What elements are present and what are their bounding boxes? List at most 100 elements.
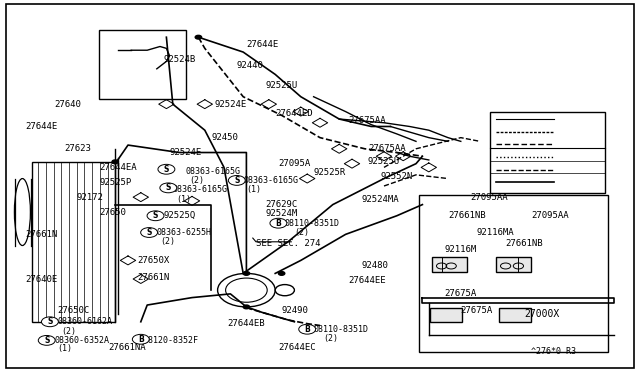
Circle shape xyxy=(112,160,118,164)
Text: 27644E: 27644E xyxy=(246,40,278,49)
Text: 92172: 92172 xyxy=(77,193,104,202)
Text: 27661NA: 27661NA xyxy=(109,343,147,352)
Text: 27644EB: 27644EB xyxy=(227,319,265,328)
Text: S: S xyxy=(234,176,239,185)
Bar xyxy=(99,30,186,99)
Text: 92524E: 92524E xyxy=(214,100,246,109)
Text: (1): (1) xyxy=(58,344,72,353)
Text: 08110-8351D: 08110-8351D xyxy=(285,219,340,228)
Text: S: S xyxy=(153,211,158,220)
Bar xyxy=(32,162,115,322)
Text: S: S xyxy=(164,165,169,174)
Text: 92116M: 92116M xyxy=(445,245,477,254)
Text: 92552N: 92552N xyxy=(381,172,413,181)
Text: 08363-6165G: 08363-6165G xyxy=(173,185,228,194)
Circle shape xyxy=(147,211,164,221)
Text: S: S xyxy=(47,317,52,326)
Bar xyxy=(490,112,605,193)
Text: 08363-6255H: 08363-6255H xyxy=(157,228,212,237)
Text: 27675A: 27675A xyxy=(461,306,493,315)
Text: 27675A: 27675A xyxy=(445,289,477,298)
Text: 27661NB: 27661NB xyxy=(506,239,543,248)
Text: B: B xyxy=(138,335,143,344)
Text: 27095AA: 27095AA xyxy=(470,193,508,202)
Text: 92525U: 92525U xyxy=(368,157,400,166)
Text: (1): (1) xyxy=(176,195,191,203)
Ellipse shape xyxy=(275,285,294,296)
Text: SEE SEC. 274: SEE SEC. 274 xyxy=(256,239,321,248)
Text: 27640E: 27640E xyxy=(26,275,58,283)
Text: 92490: 92490 xyxy=(282,306,308,315)
Text: 27000X: 27000X xyxy=(525,310,560,319)
Bar xyxy=(432,257,467,272)
Text: 08110-8351D: 08110-8351D xyxy=(314,325,369,334)
Text: 08360-6162A: 08360-6162A xyxy=(58,317,113,326)
Bar xyxy=(419,195,608,352)
Text: S: S xyxy=(44,336,49,345)
Text: (2): (2) xyxy=(323,334,338,343)
Text: (2): (2) xyxy=(294,228,309,237)
Ellipse shape xyxy=(218,273,275,307)
Text: 92440: 92440 xyxy=(237,61,264,70)
Text: 27623: 27623 xyxy=(64,144,91,153)
Text: 92524B: 92524B xyxy=(163,55,195,64)
Text: (2): (2) xyxy=(160,237,175,246)
Circle shape xyxy=(270,218,287,228)
Text: 92480: 92480 xyxy=(362,262,388,270)
Text: 92450: 92450 xyxy=(211,133,238,142)
Text: 08120-8352F: 08120-8352F xyxy=(144,336,199,345)
Text: 92525R: 92525R xyxy=(314,169,346,177)
Text: 27661NB: 27661NB xyxy=(448,211,486,220)
Text: 27661N: 27661N xyxy=(138,273,170,282)
Text: 27644EA: 27644EA xyxy=(99,163,137,172)
Text: B: B xyxy=(305,325,310,334)
Text: 92524E: 92524E xyxy=(170,148,202,157)
Circle shape xyxy=(278,272,285,275)
Circle shape xyxy=(38,336,55,345)
Text: 27661N: 27661N xyxy=(26,230,58,239)
Circle shape xyxy=(160,183,177,193)
Ellipse shape xyxy=(15,179,31,246)
Text: 27650C: 27650C xyxy=(58,306,90,315)
Circle shape xyxy=(243,305,250,309)
Circle shape xyxy=(42,317,58,327)
Text: 27675AA: 27675AA xyxy=(368,144,406,153)
Bar xyxy=(499,308,531,322)
Text: S: S xyxy=(166,183,171,192)
Text: 27644EC: 27644EC xyxy=(278,343,316,352)
Circle shape xyxy=(243,272,250,275)
Text: 27644ED: 27644ED xyxy=(275,109,313,118)
Text: 27675AA: 27675AA xyxy=(349,116,387,125)
Circle shape xyxy=(132,334,149,344)
Text: 27650X: 27650X xyxy=(138,256,170,265)
Text: S: S xyxy=(147,228,152,237)
Circle shape xyxy=(141,228,157,237)
Text: 27644EE: 27644EE xyxy=(349,276,387,285)
Text: (2): (2) xyxy=(189,176,204,185)
Circle shape xyxy=(228,176,245,185)
Text: 27095A: 27095A xyxy=(278,159,310,168)
Text: 92524M: 92524M xyxy=(266,209,298,218)
Bar xyxy=(496,257,531,272)
Text: B: B xyxy=(276,219,281,228)
Text: 92524MA: 92524MA xyxy=(362,195,399,203)
Text: (2): (2) xyxy=(61,327,76,336)
Text: 27640: 27640 xyxy=(54,100,81,109)
Text: 27095AA: 27095AA xyxy=(531,211,569,220)
Bar xyxy=(430,308,462,322)
Ellipse shape xyxy=(226,278,268,302)
Circle shape xyxy=(299,324,316,334)
Text: 27629C: 27629C xyxy=(266,200,298,209)
Text: (1): (1) xyxy=(246,185,261,194)
Text: 08360-6352A: 08360-6352A xyxy=(54,336,109,345)
Text: 27644E: 27644E xyxy=(26,122,58,131)
Text: 08363-6165G: 08363-6165G xyxy=(186,167,241,176)
Text: 92525Q: 92525Q xyxy=(163,211,195,220)
Circle shape xyxy=(195,35,202,39)
Text: 08363-6165G: 08363-6165G xyxy=(243,176,298,185)
Text: ^276*0 R3: ^276*0 R3 xyxy=(531,347,576,356)
Text: 27650: 27650 xyxy=(99,208,126,217)
Text: 92525U: 92525U xyxy=(266,81,298,90)
Circle shape xyxy=(158,164,175,174)
Text: 92116MA: 92116MA xyxy=(477,228,515,237)
